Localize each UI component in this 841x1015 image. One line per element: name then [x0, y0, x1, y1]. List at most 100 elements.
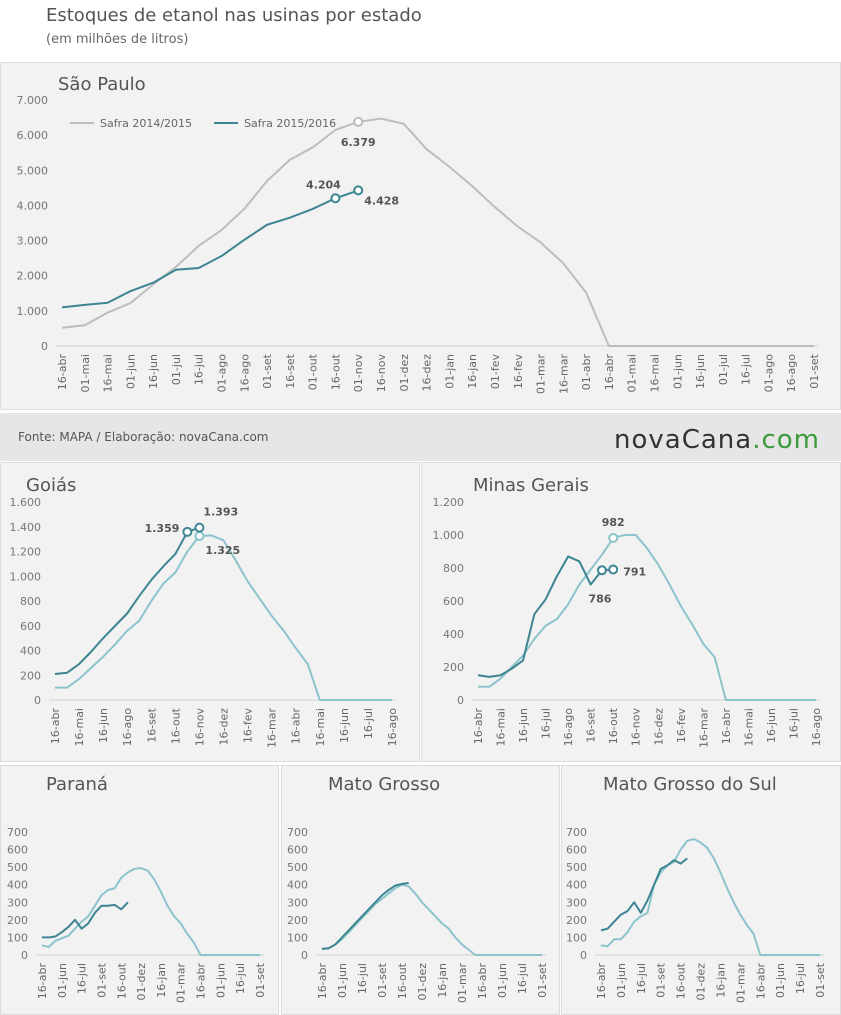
legend-label: Safra 2015/2016 — [244, 117, 336, 130]
y-tick-label: 1.000 — [17, 305, 49, 318]
x-tick-label: 16-jul — [787, 708, 800, 739]
panel-title: Mato Grosso — [328, 774, 440, 795]
x-tick-label: 16-jun — [97, 708, 110, 743]
x-tick-label: 16-out — [115, 962, 128, 999]
x-tick-label: 16-jun — [694, 354, 707, 389]
y-tick-label: 600 — [7, 844, 28, 857]
x-tick-label: 01-jun — [124, 354, 137, 389]
x-tick-label: 01-nov — [352, 354, 365, 393]
series-line — [61, 189, 359, 309]
x-tick-label: 16-abr — [472, 708, 485, 745]
x-tick-label: 01-mai — [79, 354, 92, 392]
x-tick-label: 16-out — [169, 707, 182, 744]
y-tick-label: 0 — [21, 949, 28, 962]
point-marker — [182, 526, 193, 537]
x-tick-label: 16-jan — [155, 963, 168, 998]
x-tick-label: 16-jul — [193, 354, 206, 385]
logo-text: novaCana — [614, 425, 752, 455]
y-tick-label: 0 — [457, 694, 464, 707]
x-tick-label: 01-mar — [456, 963, 469, 1003]
x-tick-label: 01-dez — [695, 963, 708, 1001]
x-tick-label: 01-jun — [774, 963, 787, 998]
main-title: Estoques de etanol nas usinas por estado — [46, 5, 422, 26]
y-tick-label: 300 — [7, 896, 28, 909]
y-tick-label: 700 — [7, 826, 28, 839]
y-tick-label: 100 — [566, 931, 587, 944]
x-tick-label: 01-set — [655, 962, 668, 997]
y-tick-label: 400 — [566, 879, 587, 892]
y-tick-label: 200 — [20, 669, 41, 682]
y-tick-label: 1.000 — [433, 529, 465, 542]
x-tick-label: 01-jul — [717, 354, 730, 385]
x-tick-label: 16-jul — [540, 708, 553, 739]
x-tick-label: 01-set — [376, 962, 389, 997]
x-tick-label: 16-abr — [56, 354, 69, 391]
x-tick-label: 16-mar — [266, 708, 279, 748]
y-tick-label: 700 — [287, 826, 308, 839]
x-tick-label: 16-out — [675, 962, 688, 999]
x-tick-label: 16-jul — [356, 963, 369, 994]
value-label: 1.359 — [145, 522, 180, 535]
footer-band — [0, 413, 841, 461]
x-tick-label: 01-dez — [416, 963, 429, 1001]
point-marker — [353, 116, 364, 127]
x-tick-label: 16-dez — [421, 354, 434, 392]
x-tick-label: 16-abr — [36, 963, 49, 1000]
y-tick-label: 600 — [566, 844, 587, 857]
y-tick-label: 0 — [41, 340, 48, 353]
x-tick-label: 16-fev — [675, 708, 688, 744]
x-tick-label: 16-out — [329, 353, 342, 390]
x-tick-label: 16-jan — [436, 963, 449, 998]
point-marker — [194, 522, 205, 533]
x-tick-label: 01-dez — [398, 354, 411, 392]
x-tick-label: 16-mai — [73, 708, 86, 746]
y-tick-label: 600 — [287, 844, 308, 857]
x-tick-label: 16-abr — [720, 708, 733, 745]
value-label: 982 — [602, 516, 625, 529]
y-tick-label: 0 — [580, 949, 587, 962]
x-tick-label: 16-set — [145, 707, 158, 742]
y-tick-label: 500 — [287, 861, 308, 874]
x-tick-label: 01-set — [536, 962, 549, 997]
x-tick-label: 01-dez — [135, 963, 148, 1001]
x-tick-label: 01-set — [808, 353, 821, 388]
panel-title: Paraná — [46, 774, 108, 795]
x-tick-label: 16-mar — [557, 354, 570, 394]
x-tick-label: 16-out — [607, 707, 620, 744]
x-tick-label: 01-set — [261, 353, 274, 388]
x-tick-label: 01-jan — [443, 354, 456, 389]
y-tick-label: 500 — [566, 861, 587, 874]
y-tick-label: 0 — [34, 694, 41, 707]
x-tick-label: 16-abr — [476, 963, 489, 1000]
x-tick-label: 16-set — [284, 353, 297, 388]
y-tick-label: 600 — [443, 595, 464, 608]
x-tick-label: 16-fev — [242, 708, 255, 744]
x-tick-label: 01-jun — [615, 963, 628, 998]
x-tick-label: 16-abr — [195, 963, 208, 1000]
x-tick-label: 16-jul — [740, 354, 753, 385]
y-tick-label: 0 — [301, 949, 308, 962]
y-tick-label: 600 — [20, 620, 41, 633]
y-tick-label: 100 — [7, 931, 28, 944]
panel — [421, 462, 841, 762]
x-tick-label: 16-jun — [765, 708, 778, 743]
x-tick-label: 16-abr — [603, 354, 616, 391]
x-tick-label: 01-jul — [170, 354, 183, 385]
value-label: 4.428 — [364, 194, 399, 207]
x-tick-label: 01-mar — [734, 963, 747, 1003]
y-tick-label: 3.000 — [17, 235, 49, 248]
x-tick-label: 16-jun — [338, 708, 351, 743]
y-tick-label: 4.000 — [17, 199, 49, 212]
series-line — [477, 555, 614, 678]
panel-title: Minas Gerais — [473, 475, 589, 496]
x-tick-label: 16-jul — [76, 963, 89, 994]
series-line — [55, 534, 392, 701]
y-tick-label: 1.600 — [10, 496, 42, 509]
series-line — [478, 534, 816, 701]
x-tick-label: 16-nov — [375, 354, 388, 393]
subtitle: (em milhões de litros) — [46, 32, 188, 47]
source: Fonte: MAPA / Elaboração: novaCana.com — [18, 430, 268, 444]
y-tick-label: 7.000 — [17, 94, 49, 107]
x-tick-label: 01-mai — [626, 354, 639, 392]
